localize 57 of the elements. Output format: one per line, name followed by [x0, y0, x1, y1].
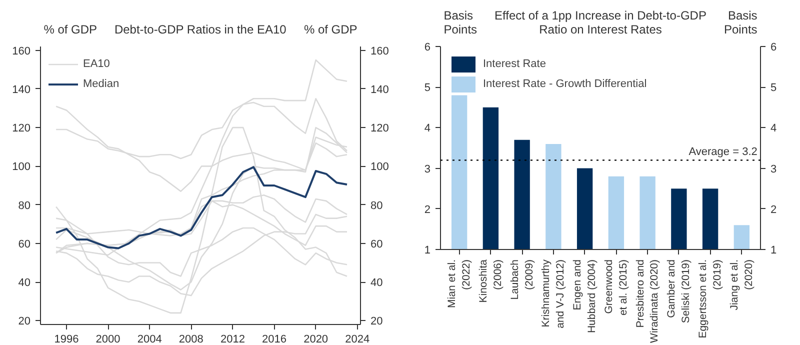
y-tick-label: 140 — [12, 84, 31, 96]
y2-axis-title: Basis Points — [724, 8, 758, 37]
y-axis-title: % of GDP — [44, 22, 98, 37]
x-tick-label: 2024 — [345, 334, 370, 345]
y-tick-label: 160 — [12, 45, 31, 58]
ref-line-label: Average = 3.2 — [688, 146, 758, 158]
y2-tick-label: 80 — [370, 200, 383, 212]
y2-tick-label: 100 — [370, 161, 389, 174]
x-tick-label: Laubach (2009) — [508, 259, 536, 300]
y2-tick-label: 5 — [770, 82, 777, 94]
x-tick-label: 2012 — [220, 334, 245, 345]
x-tick-label: Eggertsson et al. (2019) — [697, 259, 724, 338]
y-tick-label: 5 — [424, 82, 431, 94]
y-tick-label: 3 — [424, 163, 431, 176]
y-tick-label: 120 — [12, 122, 31, 135]
x-tick-label: Kinoshita (2006) — [477, 259, 504, 303]
y-tick-label: 2 — [424, 204, 431, 216]
y2-tick-label: 6 — [770, 42, 777, 54]
y2-tick-label: 2 — [770, 204, 777, 216]
y-tick-label: 100 — [12, 161, 31, 174]
x-tick-label: Mian et al. (2022) — [446, 259, 473, 308]
y-tick-label: 60 — [18, 238, 31, 250]
legend-label: Interest Rate — [483, 58, 546, 70]
y-tick-label: 40 — [18, 277, 31, 290]
chart-title: Effect of a 1pp Increase in Debt-to-GDP Ratio on Interest Rates — [494, 8, 706, 37]
x-tick-label: Krishnamurthy and V-J (2012) — [540, 258, 567, 328]
x-tick-label: 2008 — [178, 334, 204, 345]
y2-tick-label: 40 — [370, 277, 383, 290]
y-tick-label: 6 — [424, 42, 431, 54]
x-tick-label: Gamber and Seliski (2019) — [666, 259, 692, 324]
legend-label: Interest Rate - Growth Differential — [483, 78, 647, 90]
x-tick-label: 2016 — [262, 334, 287, 345]
y2-tick-label: 1 — [770, 244, 777, 256]
x-tick-label: Jiang et al. (2020) — [728, 259, 755, 310]
x-tick-label: 2000 — [96, 334, 120, 345]
y2-tick-label: 120 — [370, 122, 389, 135]
y-tick-label: 80 — [18, 200, 31, 212]
y2-tick-label: 20 — [370, 316, 383, 328]
y-tick-label: 1 — [424, 244, 431, 256]
y2-tick-label: 4 — [770, 122, 777, 135]
y-tick-label: 20 — [18, 316, 31, 328]
x-tick-label: Presbitero and Wiradinata (2020) — [634, 259, 661, 343]
y2-axis-title: % of GDP — [304, 22, 358, 37]
y2-tick-label: 160 — [370, 45, 389, 58]
y-tick-label: 4 — [424, 122, 431, 135]
y2-tick-label: 140 — [370, 84, 389, 96]
x-tick-label: 2020 — [304, 334, 328, 345]
chart-title: Debt-to-GDP Ratios in the EA10 — [114, 22, 287, 37]
y2-tick-label: 3 — [770, 163, 777, 176]
legend-label: Median — [83, 78, 120, 90]
y2-tick-label: 60 — [370, 238, 383, 250]
y-axis-title: Basis Points — [444, 8, 478, 37]
x-tick-label: Greenwood et al. (2015) — [602, 259, 630, 316]
x-tick-label: 1996 — [54, 334, 79, 345]
legend-label: EA10 — [83, 58, 110, 70]
x-tick-label: 2004 — [137, 334, 162, 345]
x-tick-label: Engen and Hubbard (2004) — [572, 259, 598, 334]
